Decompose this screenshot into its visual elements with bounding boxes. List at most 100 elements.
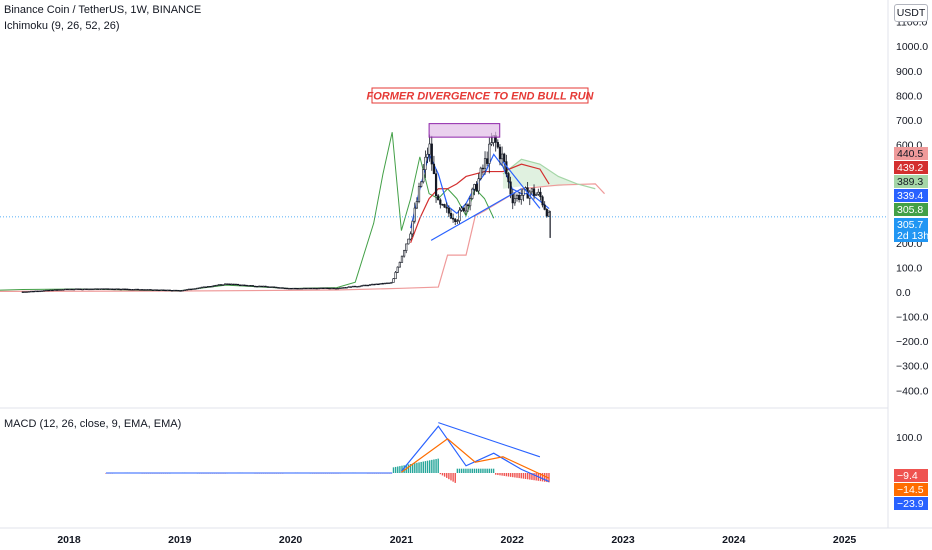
candle-body xyxy=(537,191,540,195)
candle-body xyxy=(445,206,448,209)
candle-body xyxy=(324,287,327,290)
candle-body xyxy=(545,209,548,217)
histogram-bar xyxy=(495,473,497,475)
histogram-bar xyxy=(399,466,401,473)
candle-body xyxy=(21,291,24,293)
candle-body xyxy=(275,286,278,289)
candle-body xyxy=(253,285,257,288)
candle-body xyxy=(81,288,84,291)
candle-body xyxy=(66,288,69,291)
annotation-box xyxy=(371,87,589,104)
histogram-bar xyxy=(516,473,518,478)
candle-body xyxy=(522,188,525,196)
candle-body xyxy=(300,287,303,290)
histogram-bar xyxy=(452,473,454,482)
candle-body xyxy=(38,290,41,293)
candle-body xyxy=(279,287,282,289)
candle-body xyxy=(207,286,210,288)
candle-body xyxy=(85,288,88,290)
histogram-bar xyxy=(492,468,495,473)
price-tick-label: −300.0 xyxy=(896,361,929,373)
candle-body xyxy=(471,188,474,199)
candle-body xyxy=(358,285,361,288)
currency-button[interactable]: USDT xyxy=(894,4,928,22)
signal-line xyxy=(401,438,550,479)
histogram-bar xyxy=(467,468,469,473)
candle-body xyxy=(490,142,493,145)
histogram-bar xyxy=(441,473,444,476)
candle-body xyxy=(469,198,472,207)
candle-body xyxy=(164,289,167,292)
candle-body xyxy=(202,286,205,288)
candle-body xyxy=(30,290,33,293)
candle-body xyxy=(326,287,329,290)
price-tick-label: 0.0 xyxy=(896,287,911,299)
candle-body xyxy=(507,173,510,183)
ichimoku-legend[interactable]: Ichimoku (9, 26, 52, 26) xyxy=(4,20,120,32)
candle-body xyxy=(43,290,46,292)
histogram-bar xyxy=(458,468,461,473)
candle-body xyxy=(151,289,154,291)
candle-body xyxy=(381,283,384,285)
candle-body xyxy=(328,287,331,290)
histogram-bar xyxy=(469,468,471,473)
candle-body xyxy=(513,198,516,204)
candle-body xyxy=(309,287,312,290)
candle-body xyxy=(364,284,367,287)
candle-body xyxy=(268,286,272,288)
candle-body xyxy=(79,288,82,290)
candle-body xyxy=(153,289,156,291)
candle-body xyxy=(368,284,372,286)
candle-body xyxy=(57,289,61,291)
histogram-bar xyxy=(416,462,418,473)
candle-body xyxy=(143,289,146,291)
macd-tick-label: 100.0 xyxy=(896,432,922,444)
histogram-bar xyxy=(512,473,514,478)
macd-line xyxy=(400,425,550,483)
time-tick-label: 2020 xyxy=(279,534,303,546)
candle-body xyxy=(383,282,387,285)
candle-body xyxy=(187,288,191,291)
candle-body xyxy=(439,199,442,205)
candle-body xyxy=(332,287,335,290)
candle-body xyxy=(430,143,433,165)
candle-body xyxy=(464,204,467,212)
histogram-bar xyxy=(394,466,397,473)
candle-body xyxy=(315,287,318,290)
candle-body xyxy=(334,287,338,290)
histogram-bar xyxy=(471,468,473,473)
candle-body xyxy=(83,288,86,290)
candle-body xyxy=(170,290,174,292)
macd-badge-label: −9.4 xyxy=(897,470,918,482)
candle-body xyxy=(371,283,374,286)
price-tick-label: 900.0 xyxy=(896,66,922,78)
candle-body xyxy=(379,283,382,285)
candle-body xyxy=(530,188,534,193)
candle-body xyxy=(177,289,180,292)
candle-body xyxy=(496,142,499,148)
candle-body xyxy=(262,285,265,288)
macd-legend[interactable]: MACD (12, 26, close, 9, EMA, EMA) xyxy=(4,418,182,430)
macd-badge xyxy=(894,469,928,482)
candle-body xyxy=(443,204,446,208)
candle-body xyxy=(234,283,237,286)
candle-body xyxy=(96,288,99,290)
histogram-bar xyxy=(454,473,456,483)
candle-body xyxy=(213,285,216,287)
candle-body xyxy=(53,289,56,291)
price-badge-label: 439.2 xyxy=(897,162,923,174)
candle-body xyxy=(49,289,52,292)
symbol-title: Binance Coin / TetherUS, 1W, BINANCE xyxy=(4,4,202,16)
candle-body xyxy=(466,204,470,207)
candle-body xyxy=(104,288,108,290)
candle-body xyxy=(388,282,391,284)
candle-body xyxy=(477,178,480,192)
candle-body xyxy=(40,290,44,292)
candle-body xyxy=(219,284,223,286)
histogram-bar xyxy=(531,473,533,480)
macd-badge-label: −23.9 xyxy=(897,498,924,510)
trendline-resistance xyxy=(502,161,541,209)
histogram-bar xyxy=(418,462,420,473)
histogram-bar xyxy=(431,459,433,473)
